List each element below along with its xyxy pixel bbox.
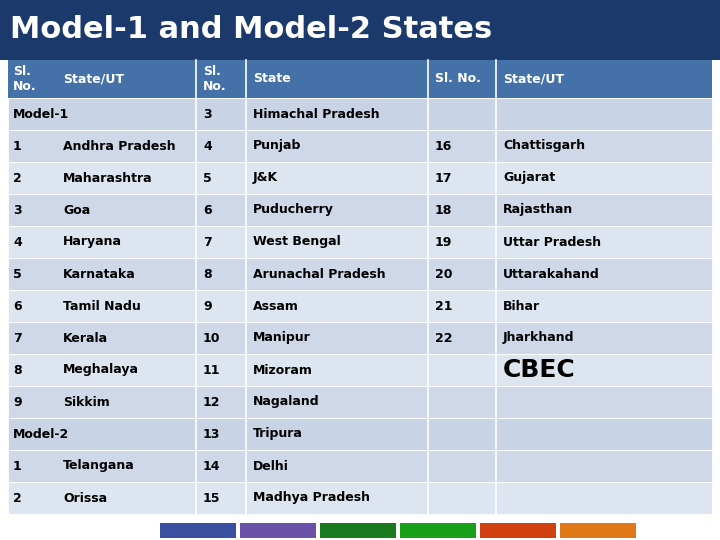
Text: Model-2: Model-2 xyxy=(13,428,69,441)
Text: Goa: Goa xyxy=(63,204,90,217)
Text: Manipur: Manipur xyxy=(253,332,311,345)
Text: Mizoram: Mizoram xyxy=(253,363,313,376)
Text: Maharashtra: Maharashtra xyxy=(63,172,153,185)
Text: Sl. No.: Sl. No. xyxy=(435,72,481,85)
Text: 9: 9 xyxy=(203,300,212,313)
Text: 10: 10 xyxy=(203,332,220,345)
Text: Delhi: Delhi xyxy=(253,460,289,472)
Text: 6: 6 xyxy=(203,204,212,217)
Text: 4: 4 xyxy=(13,235,22,248)
Text: Meghalaya: Meghalaya xyxy=(63,363,139,376)
Text: 8: 8 xyxy=(13,363,22,376)
Text: 11: 11 xyxy=(203,363,220,376)
Bar xyxy=(8,130,712,162)
Text: 1: 1 xyxy=(13,460,22,472)
Text: 16: 16 xyxy=(435,139,452,152)
Text: 3: 3 xyxy=(13,204,22,217)
Text: Nagaland: Nagaland xyxy=(253,395,320,408)
Text: Gujarat: Gujarat xyxy=(503,172,555,185)
Text: 12: 12 xyxy=(203,395,220,408)
Text: 17: 17 xyxy=(435,172,452,185)
Text: 18: 18 xyxy=(435,204,452,217)
Text: Assam: Assam xyxy=(253,300,299,313)
Text: Kerala: Kerala xyxy=(63,332,108,345)
Text: Chattisgarh: Chattisgarh xyxy=(503,139,585,152)
Text: Tripura: Tripura xyxy=(253,428,303,441)
Text: 3: 3 xyxy=(203,107,212,120)
Bar xyxy=(560,523,636,538)
Bar xyxy=(8,418,712,450)
Text: Uttarakahand: Uttarakahand xyxy=(503,267,600,280)
Text: Karnataka: Karnataka xyxy=(63,267,136,280)
Text: Bihar: Bihar xyxy=(503,300,540,313)
Text: 6: 6 xyxy=(13,300,22,313)
Text: Orissa: Orissa xyxy=(63,491,107,504)
Text: Punjab: Punjab xyxy=(253,139,302,152)
Text: Haryana: Haryana xyxy=(63,235,122,248)
Bar xyxy=(8,386,712,418)
Bar xyxy=(8,194,712,226)
Text: Uttar Pradesh: Uttar Pradesh xyxy=(503,235,601,248)
Bar xyxy=(400,523,476,538)
Bar xyxy=(240,523,316,538)
Text: Model-1 and Model-2 States: Model-1 and Model-2 States xyxy=(10,16,492,44)
Text: Model-1: Model-1 xyxy=(13,107,69,120)
Bar xyxy=(8,162,712,194)
Text: Himachal Pradesh: Himachal Pradesh xyxy=(253,107,379,120)
Text: State/UT: State/UT xyxy=(503,72,564,85)
Text: Sl.
No.: Sl. No. xyxy=(203,65,227,93)
Text: 13: 13 xyxy=(203,428,220,441)
Bar xyxy=(8,482,712,514)
Bar xyxy=(8,226,712,258)
Text: 22: 22 xyxy=(435,332,452,345)
Text: 2: 2 xyxy=(13,172,22,185)
Bar xyxy=(8,322,712,354)
Bar xyxy=(8,290,712,322)
Text: 15: 15 xyxy=(203,491,220,504)
Text: Tamil Nadu: Tamil Nadu xyxy=(63,300,140,313)
Bar xyxy=(8,450,712,482)
Text: State: State xyxy=(253,72,291,85)
Text: 4: 4 xyxy=(203,139,212,152)
Text: 14: 14 xyxy=(203,460,220,472)
Bar xyxy=(8,98,712,130)
Text: Telangana: Telangana xyxy=(63,460,135,472)
Text: Madhya Pradesh: Madhya Pradesh xyxy=(253,491,370,504)
Text: Jharkhand: Jharkhand xyxy=(503,332,575,345)
Text: 2: 2 xyxy=(13,491,22,504)
Text: 5: 5 xyxy=(13,267,22,280)
Text: West Bengal: West Bengal xyxy=(253,235,341,248)
Bar xyxy=(8,258,712,290)
Text: 20: 20 xyxy=(435,267,452,280)
Bar xyxy=(320,523,396,538)
Text: J&K: J&K xyxy=(253,172,278,185)
Text: 21: 21 xyxy=(435,300,452,313)
Text: CBEC: CBEC xyxy=(503,358,576,382)
Text: 9: 9 xyxy=(13,395,22,408)
Bar xyxy=(8,354,712,386)
Bar xyxy=(0,0,720,60)
Text: Arunachal Pradesh: Arunachal Pradesh xyxy=(253,267,386,280)
Text: Puducherry: Puducherry xyxy=(253,204,334,217)
Text: 19: 19 xyxy=(435,235,452,248)
Text: 5: 5 xyxy=(203,172,212,185)
Text: Sl.
No.: Sl. No. xyxy=(13,65,37,93)
Text: 1: 1 xyxy=(13,139,22,152)
Text: Andhra Pradesh: Andhra Pradesh xyxy=(63,139,176,152)
Text: State/UT: State/UT xyxy=(63,72,124,85)
Text: 7: 7 xyxy=(13,332,22,345)
Text: Sikkim: Sikkim xyxy=(63,395,109,408)
Text: 8: 8 xyxy=(203,267,212,280)
Text: Rajasthan: Rajasthan xyxy=(503,204,573,217)
Bar xyxy=(8,60,712,98)
Text: 7: 7 xyxy=(203,235,212,248)
Bar xyxy=(480,523,556,538)
Bar xyxy=(160,523,236,538)
